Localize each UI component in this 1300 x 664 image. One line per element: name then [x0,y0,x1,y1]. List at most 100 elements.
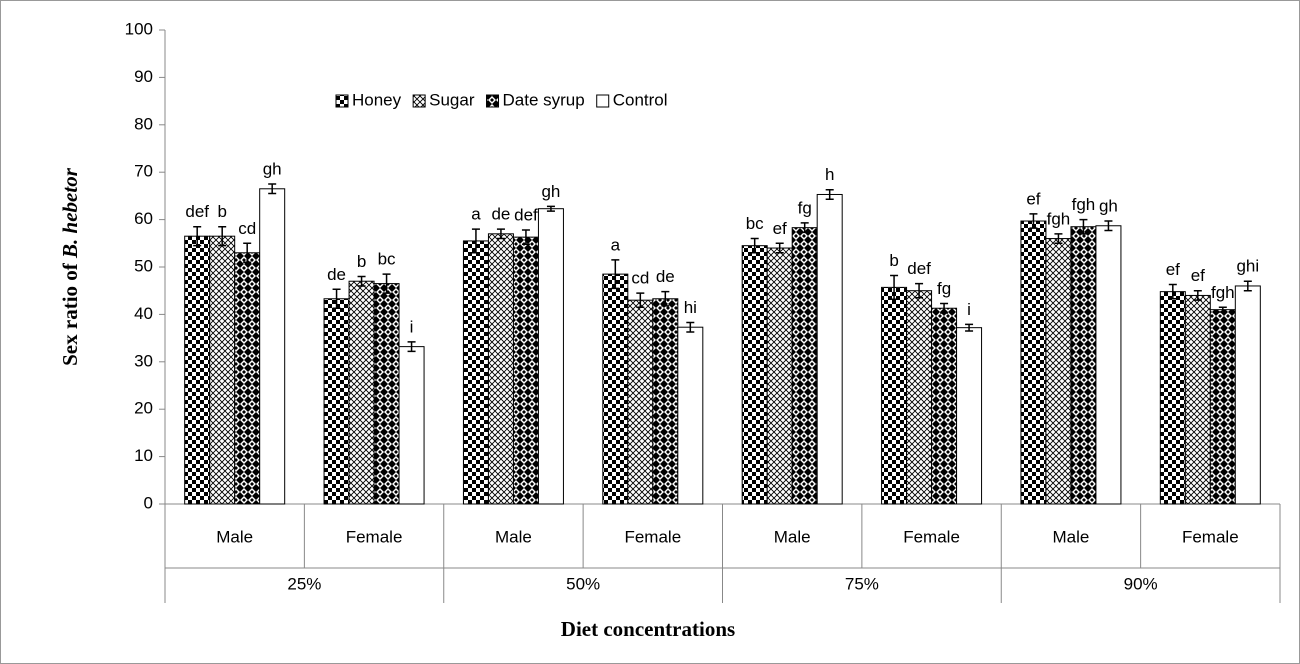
group-label: 25% [287,574,321,593]
bar [373,283,400,505]
error-bar [750,237,759,254]
bar [931,307,958,505]
error-bar [1104,220,1113,232]
error-bar [611,259,620,290]
error-bar [1079,218,1088,235]
bar-annotation: b [217,202,226,221]
bar-annotation: hi [684,298,697,317]
legend-label: Date syrup [503,90,585,109]
error-bar [1243,280,1252,292]
bar [881,286,908,505]
legend-label: Sugar [429,90,475,109]
x-tick-label: Female [346,527,403,546]
bar-annotation: def [514,206,538,225]
bar-annotation: fgh [1072,195,1096,214]
bar [602,273,629,505]
group-label: 50% [566,574,600,593]
y-tick-label: 90 [134,67,153,86]
bar [1159,291,1186,505]
error-bar [521,229,530,245]
bar-annotation: ef [773,219,787,238]
bar [512,236,539,505]
bar-annotation: de [491,205,510,224]
error-bar [546,205,555,212]
bar [766,247,793,505]
bar [956,327,983,505]
group-label: 75% [845,574,879,593]
bar-annotation: fgh [1047,209,1071,228]
bar [398,346,425,505]
bar-annotation: cd [631,269,649,288]
error-bar [915,282,924,299]
legend-label: Honey [352,90,402,109]
legend-swatch [596,94,610,108]
error-bar [471,228,480,254]
error-bar [775,242,784,254]
bar-annotation: b [357,252,366,271]
bar [741,245,768,505]
error-bar [496,228,505,240]
error-bar [965,323,974,332]
bar-annotation: cd [238,219,256,238]
bar [1095,225,1122,505]
error-bar [636,292,645,309]
legend-swatch [412,94,426,108]
bar [259,188,286,505]
x-tick-label: Female [624,527,681,546]
bar [209,235,236,505]
bar [652,298,679,505]
y-tick-label: 40 [134,304,153,323]
bar-annotation: fg [937,279,951,298]
x-axis-title: Diet concentrations [561,617,735,641]
y-tick-label: 70 [134,162,153,181]
x-tick-label: Female [1182,527,1239,546]
y-axis-title: Sex ratio of B. hebetor [58,167,82,366]
bar-annotation: ef [1191,266,1205,285]
error-bar [686,321,695,333]
bar [627,299,654,505]
bar-annotation: de [327,265,346,284]
x-tick-label: Male [1053,527,1090,546]
x-tick-label: Male [774,527,811,546]
bar-annotation: gh [541,182,560,201]
legend-swatch [486,94,500,108]
error-bar [661,290,670,307]
bar-annotation: de [656,267,675,286]
bar [184,235,211,505]
y-tick-label: 60 [134,209,153,228]
error-bar [243,242,252,264]
bar [1234,285,1261,505]
error-bar [268,183,277,195]
error-bar [1193,289,1202,301]
y-tick-label: 80 [134,114,153,133]
bar-annotation: bc [378,250,396,269]
bar [1209,309,1236,505]
error-bar [1218,306,1227,313]
bar [791,227,818,505]
bar [462,240,489,505]
bar-annotation: ef [1166,260,1180,279]
bar-annotation: h [825,165,834,184]
bar-annotation: i [410,317,414,336]
bar [487,233,514,505]
bar-annotation: b [889,251,898,270]
bar [1045,238,1072,505]
y-tick-label: 20 [134,399,153,418]
error-bar [382,273,391,294]
error-bar [218,225,227,247]
bar-annotation: a [471,205,481,224]
bar-annotation: i [967,300,971,319]
bar [1020,220,1047,505]
legend-label: Control [613,90,668,109]
bar-annotation: a [611,235,621,254]
error-bar [357,275,366,287]
y-tick-label: 10 [134,446,153,465]
x-tick-label: Male [216,527,253,546]
bar-annotation: def [185,202,209,221]
bar-annotation: def [907,259,931,278]
bar-annotation: ef [1026,189,1040,208]
x-tick-label: Female [903,527,960,546]
bar-annotation: gh [263,160,282,179]
error-bar [940,302,949,314]
